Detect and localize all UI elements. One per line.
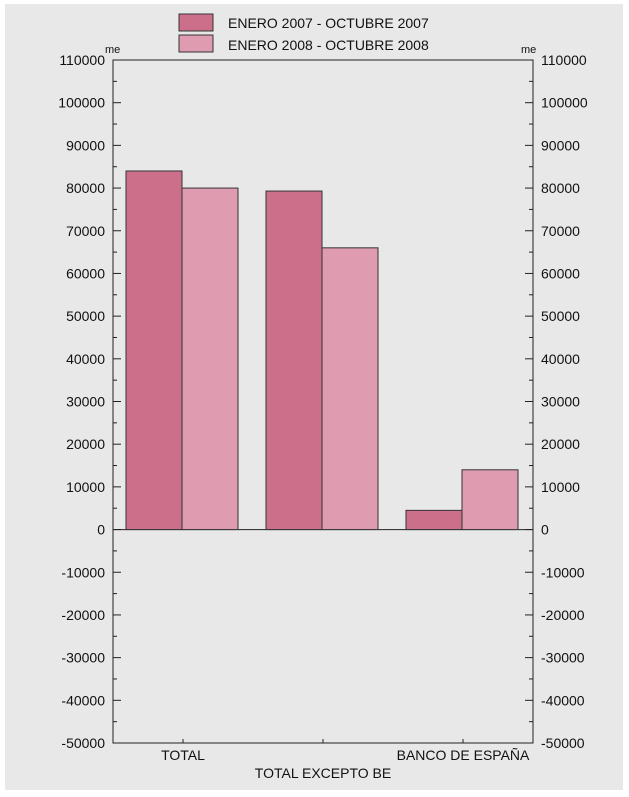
y-tick-label-right: 0 bbox=[541, 522, 549, 538]
y-tick-label-left: 70000 bbox=[66, 223, 105, 239]
y-tick-label-left: 10000 bbox=[66, 479, 105, 495]
y-tick-label-left: 110000 bbox=[59, 52, 105, 68]
legend: ENERO 2007 - OCTUBRE 2007 ENERO 2008 - O… bbox=[178, 13, 429, 53]
y-tick-label-right: -20000 bbox=[541, 607, 585, 623]
y-tick-label-left: -50000 bbox=[61, 735, 105, 751]
bar bbox=[265, 190, 323, 531]
y-tick-label-left: -10000 bbox=[61, 564, 105, 580]
bar bbox=[321, 247, 379, 531]
y-tick-label-left: 0 bbox=[97, 522, 105, 538]
y-tick-label-right: -30000 bbox=[541, 650, 585, 666]
y-tick-label-right: 110000 bbox=[541, 52, 587, 68]
legend-swatch-2008 bbox=[178, 34, 214, 53]
y-tick-label-left: 20000 bbox=[66, 436, 105, 452]
y-tick-label-left: -30000 bbox=[61, 650, 105, 666]
bar bbox=[405, 509, 463, 531]
y-tick-label-left: 60000 bbox=[66, 265, 105, 281]
y-tick-label-right: 10000 bbox=[541, 479, 580, 495]
legend-swatch-2007 bbox=[178, 13, 214, 32]
y-tick-label-left: 90000 bbox=[66, 137, 105, 153]
y-tick-label-right: 50000 bbox=[541, 308, 580, 324]
bar bbox=[181, 187, 239, 531]
bars bbox=[125, 170, 519, 531]
y-tick-label-right: -10000 bbox=[541, 564, 585, 580]
y-tick-label-right: 70000 bbox=[541, 223, 580, 239]
legend-label-2008: ENERO 2008 - OCTUBRE 2008 bbox=[228, 37, 429, 53]
y-tick-label-right: 40000 bbox=[541, 351, 580, 367]
y-tick-label-left: 30000 bbox=[66, 394, 105, 410]
right-unit-label: me bbox=[521, 44, 536, 56]
y-tick-label-left: 80000 bbox=[66, 180, 105, 196]
y-tick-label-left: 100000 bbox=[58, 95, 105, 111]
y-tick-label-right: 90000 bbox=[541, 137, 580, 153]
y-tick-label-left: 40000 bbox=[66, 351, 105, 367]
y-tick-label-right: 30000 bbox=[541, 394, 580, 410]
y-tick-label-left: -20000 bbox=[61, 607, 105, 623]
y-tick-label-right: -50000 bbox=[541, 735, 585, 751]
x-category-label: TOTAL bbox=[161, 747, 205, 763]
left-unit-label: me bbox=[105, 44, 120, 56]
y-tick-label-right: 60000 bbox=[541, 265, 580, 281]
bar bbox=[461, 469, 519, 531]
bar bbox=[125, 170, 183, 531]
legend-label-2007: ENERO 2007 - OCTUBRE 2007 bbox=[228, 15, 429, 31]
y-tick-label-right: 20000 bbox=[541, 436, 580, 452]
y-tick-label-right: 100000 bbox=[541, 95, 588, 111]
y-tick-label-right: -40000 bbox=[541, 692, 585, 708]
y-tick-label-left: 50000 bbox=[66, 308, 105, 324]
x-category-label: BANCO DE ESPAÑA bbox=[397, 747, 530, 763]
y-tick-label-left: -40000 bbox=[61, 692, 105, 708]
y-tick-label-right: 80000 bbox=[541, 180, 580, 196]
x-category-label: TOTAL EXCEPTO BE bbox=[255, 765, 391, 781]
